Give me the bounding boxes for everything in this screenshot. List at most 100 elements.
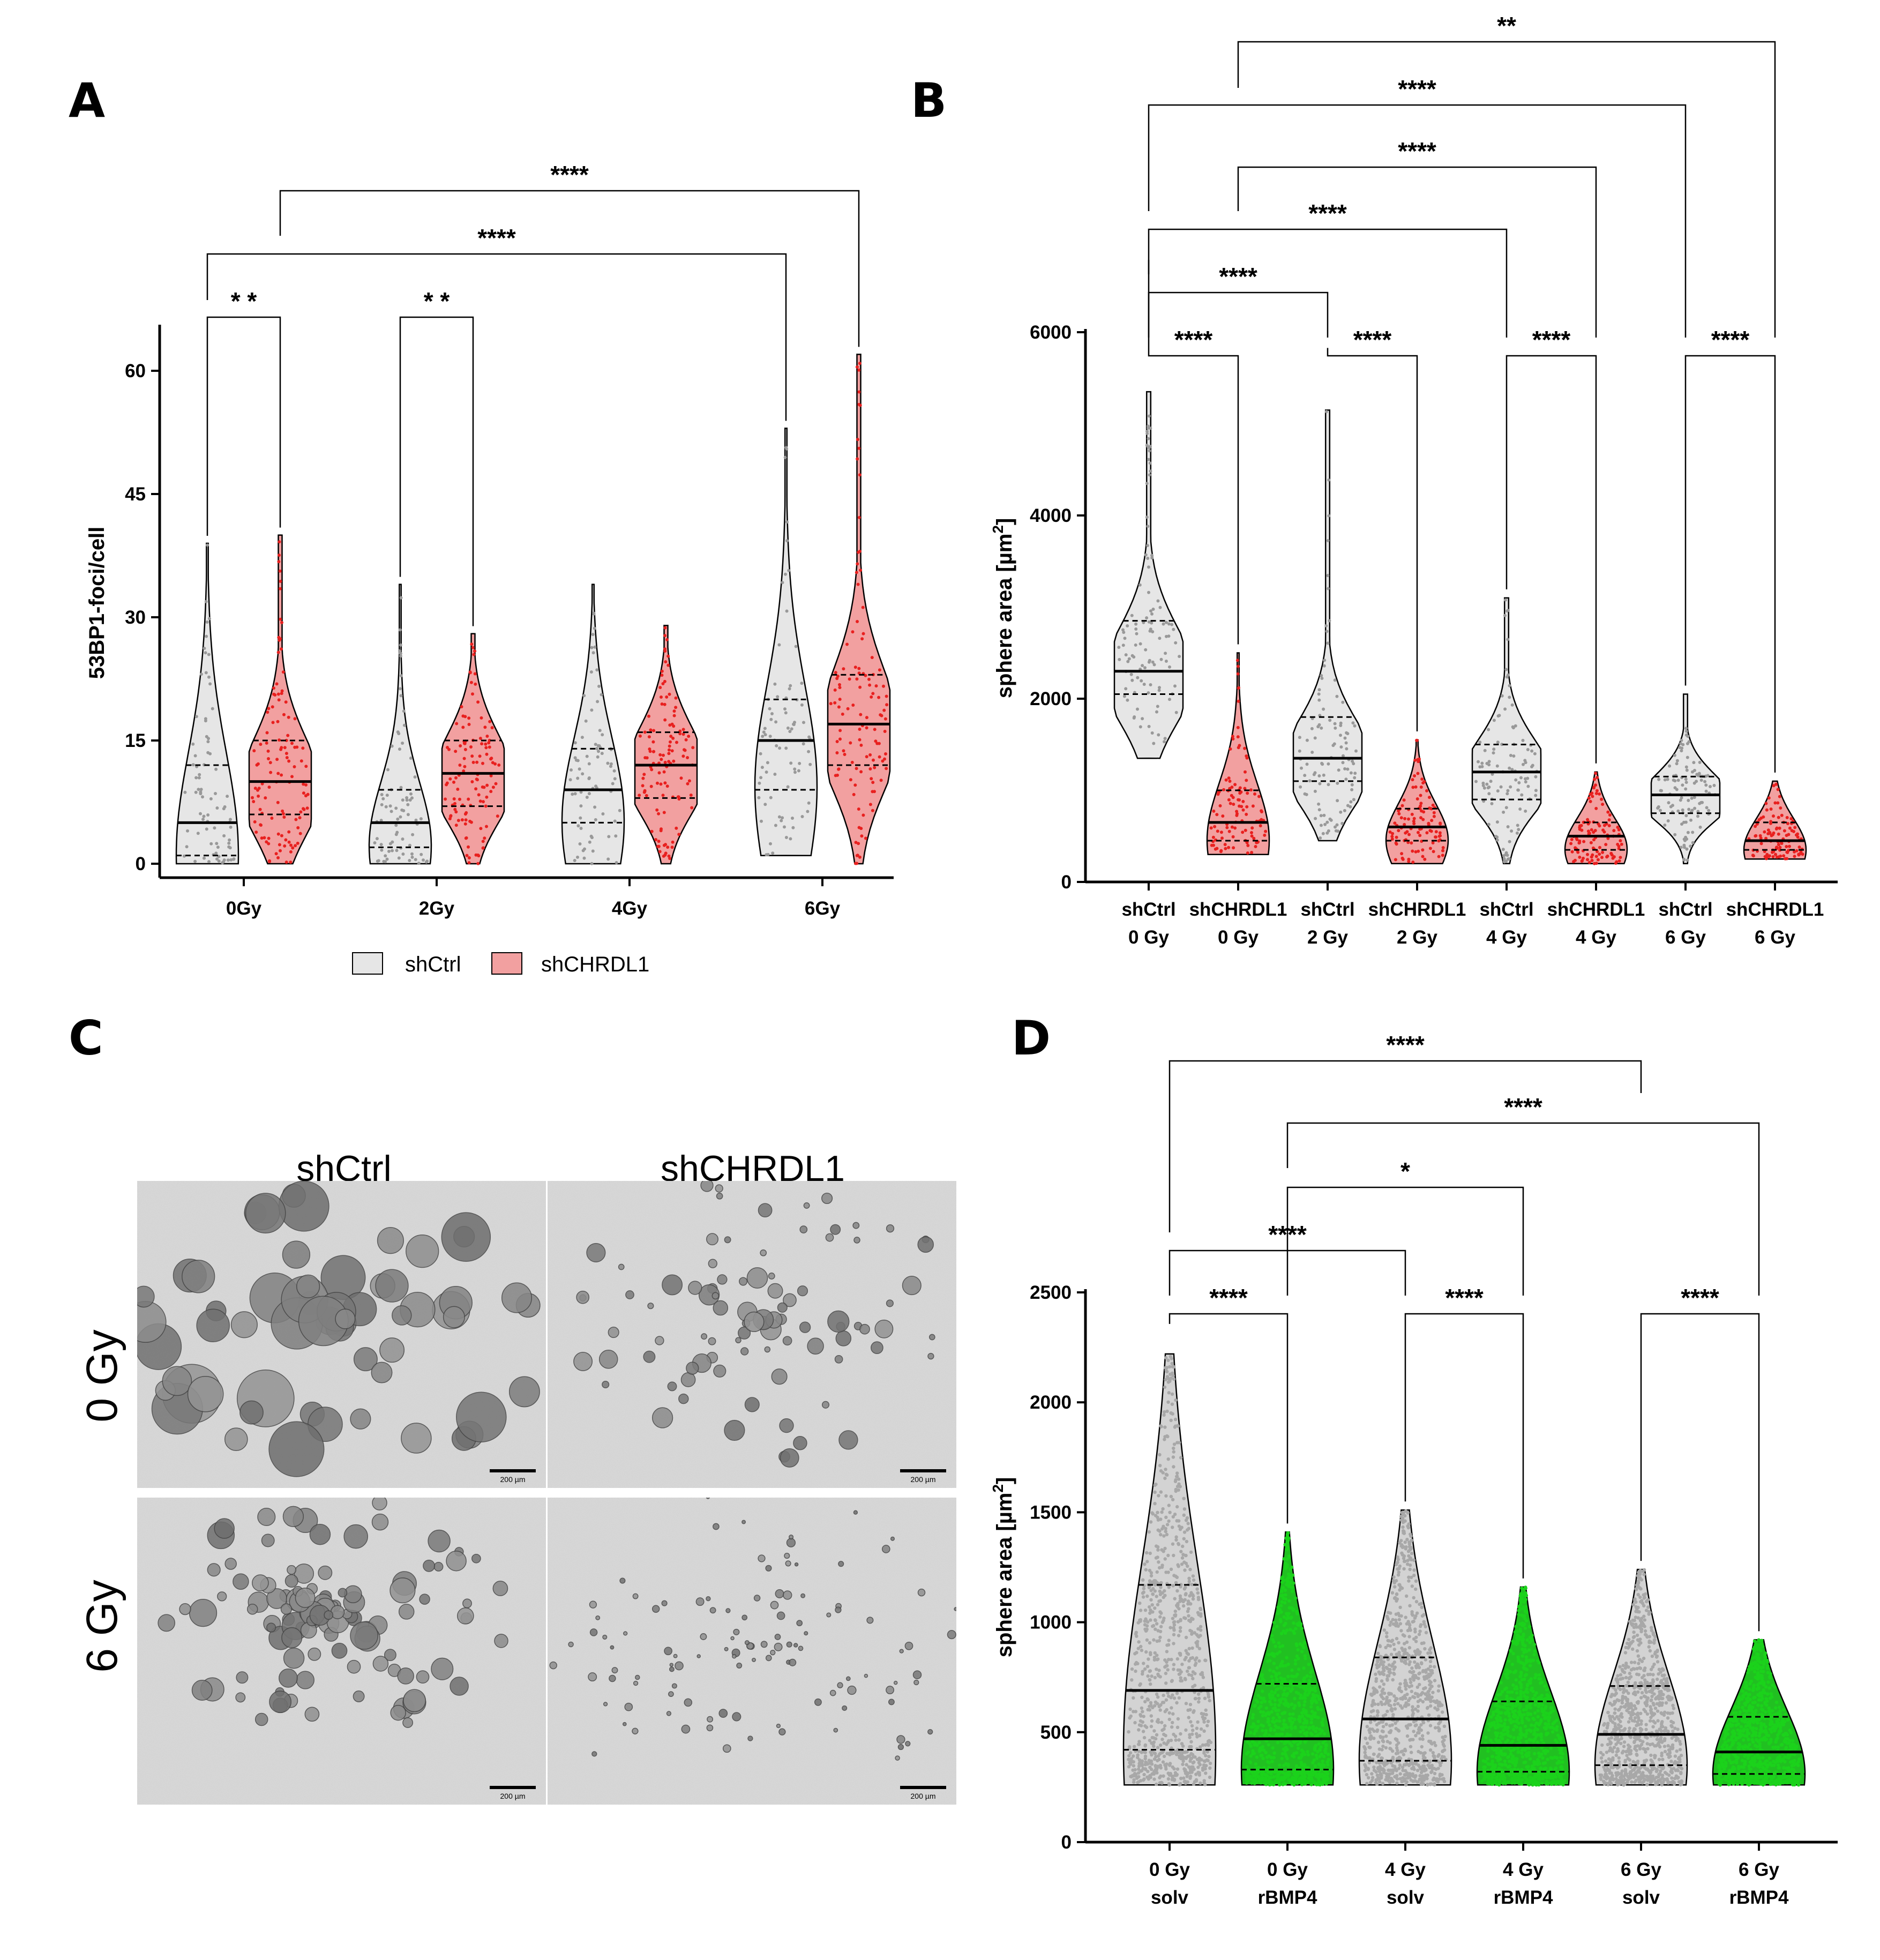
data-point (1190, 1724, 1194, 1728)
data-point (453, 807, 457, 811)
data-point (384, 805, 388, 809)
data-point (1216, 829, 1219, 833)
data-point (1188, 1766, 1192, 1770)
data-point (1428, 829, 1432, 833)
data-point (299, 759, 303, 763)
data-point (1366, 1767, 1370, 1771)
data-point (1769, 807, 1773, 811)
data-point (1417, 1633, 1421, 1636)
data-point (1270, 1760, 1274, 1763)
data-point (1600, 797, 1604, 801)
data-point (1412, 1619, 1415, 1624)
data-point (410, 796, 414, 800)
data-point (1297, 1692, 1300, 1695)
data-point (609, 765, 612, 768)
data-point (1380, 1756, 1383, 1760)
data-point (485, 752, 489, 756)
data-point (1492, 751, 1495, 755)
data-point (1686, 755, 1689, 759)
data-point (1401, 1776, 1405, 1780)
data-point (1385, 1635, 1389, 1639)
data-point (1763, 830, 1766, 834)
data-point (1411, 1708, 1414, 1712)
data-point (1371, 1692, 1375, 1696)
data-point (1397, 1583, 1401, 1587)
data-point (1170, 1778, 1174, 1782)
data-point (1301, 1764, 1305, 1768)
data-point (785, 520, 789, 524)
data-point (1162, 1413, 1166, 1417)
data-point (638, 794, 641, 797)
data-point (1383, 1713, 1388, 1717)
data-point (476, 853, 480, 857)
data-point (1241, 831, 1245, 834)
data-point (1174, 1478, 1178, 1482)
data-point (1434, 835, 1437, 839)
data-point (1785, 816, 1789, 819)
data-point (1152, 1772, 1156, 1776)
data-point (1160, 1563, 1164, 1567)
data-point (1697, 772, 1701, 775)
data-point (405, 796, 409, 799)
data-point (1266, 1720, 1270, 1724)
data-point (1327, 762, 1330, 766)
data-point (1422, 1766, 1426, 1770)
data-point (661, 682, 665, 685)
data-point (762, 730, 766, 734)
data-point (1617, 844, 1621, 848)
data-point (1327, 1753, 1330, 1756)
data-point (1168, 1763, 1172, 1767)
data-point (807, 750, 811, 753)
data-point (1140, 1759, 1144, 1763)
data-point (1169, 1411, 1173, 1415)
data-point (791, 826, 795, 829)
data-point (1287, 1599, 1291, 1603)
data-point (1683, 839, 1687, 842)
data-point (1185, 1516, 1189, 1520)
data-point (765, 770, 768, 774)
data-point (1188, 1733, 1192, 1737)
data-point (1203, 1658, 1208, 1663)
data-point (860, 834, 864, 838)
data-point (1282, 1692, 1286, 1696)
data-point (1282, 1557, 1286, 1561)
data-point (650, 829, 654, 833)
data-point (657, 840, 661, 843)
data-point (276, 801, 280, 804)
data-point (580, 736, 584, 739)
data-point (1181, 1762, 1185, 1767)
data-point (471, 692, 474, 696)
data-point (1684, 820, 1688, 824)
data-point (453, 802, 456, 805)
data-point (194, 776, 198, 780)
data-point (1140, 1763, 1144, 1768)
data-point (1160, 1728, 1164, 1732)
data-point (1403, 1773, 1407, 1777)
data-point (1173, 1417, 1178, 1422)
data-point (885, 703, 889, 707)
data-point (1411, 1705, 1414, 1709)
chart-b-x-tick-label-2: 6 Gy (1755, 927, 1795, 948)
data-point (1118, 657, 1121, 661)
data-point (1291, 1585, 1294, 1589)
data-point (594, 784, 598, 788)
data-point (615, 861, 618, 864)
data-point (405, 798, 409, 802)
violin-points-b-1 (1209, 659, 1268, 855)
data-point (1162, 1741, 1166, 1745)
data-point (1346, 804, 1350, 807)
data-point (1278, 1763, 1282, 1767)
data-point (465, 836, 468, 840)
data-point (674, 706, 678, 709)
data-point (1368, 1781, 1373, 1784)
chart-a-y-tick-label: 60 (125, 361, 146, 381)
data-point (1187, 1659, 1191, 1663)
data-point (1139, 1779, 1143, 1783)
data-point (1122, 694, 1126, 698)
data-point (1159, 1424, 1163, 1428)
data-point (1589, 841, 1593, 844)
data-point (1503, 614, 1507, 617)
data-point (1387, 1670, 1391, 1674)
data-point (1165, 1409, 1169, 1413)
data-point (1594, 791, 1598, 795)
